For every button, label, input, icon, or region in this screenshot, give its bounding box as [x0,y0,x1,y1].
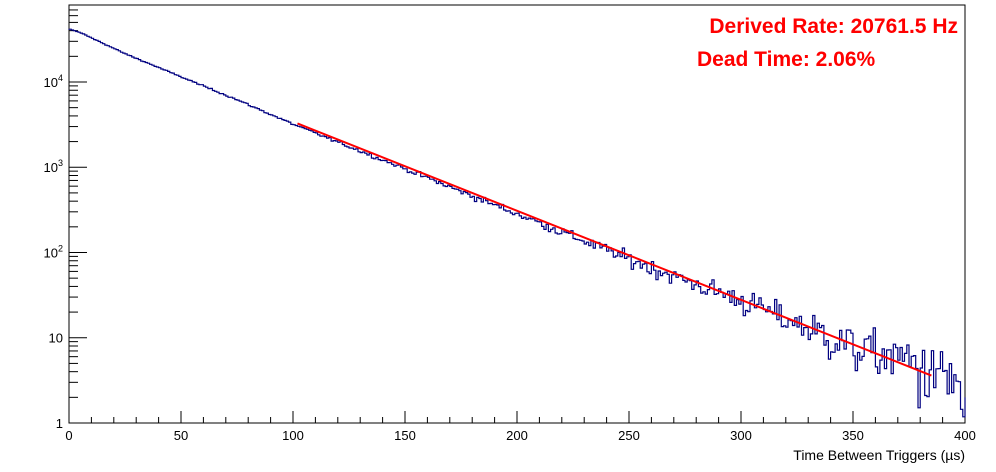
y-tick-label: 103 [44,158,63,175]
x-tick-label: 250 [618,428,640,443]
y-tick-label: 104 [44,73,63,90]
x-tick-label: 350 [842,428,864,443]
x-axis-title: Time Between Triggers (µs) [793,447,965,463]
x-tick-label: 200 [506,428,528,443]
derived-rate-annotation: Derived Rate: 20761.5 Hz [709,15,958,38]
histogram-series [68,28,966,418]
x-axis: 0 50 100 150 200 250 300 350 400 [65,411,976,443]
x-tick-label: 400 [954,428,976,443]
y-tick-label: 10 [49,331,63,346]
x-tick-label: 100 [282,428,304,443]
x-tick-label: 50 [174,428,188,443]
y-tick-label: 102 [44,243,63,260]
x-tick-label: 150 [394,428,416,443]
y-tick-label: 1 [56,416,63,431]
fit-line [297,122,932,377]
y-axis: 1 10 102 103 104 [44,4,87,431]
x-tick-label: 300 [730,428,752,443]
dead-time-annotation: Dead Time: 2.06% [697,48,876,71]
x-tick-label: 0 [65,428,72,443]
